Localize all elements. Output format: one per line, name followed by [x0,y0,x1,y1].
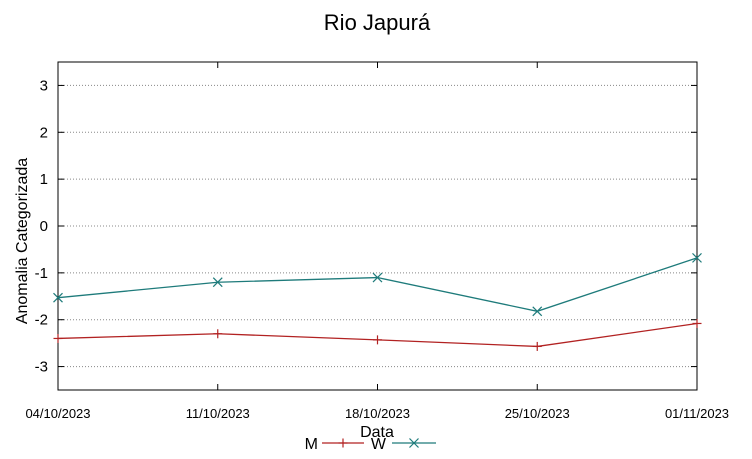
y-axis-ticks: 3 2 1 0 -1 -2 -3 [35,77,697,376]
y-tick-label: 2 [40,124,48,141]
y-tick-label: -2 [35,312,48,329]
series-line-W [57,257,698,312]
data-point-W [53,292,63,303]
x-tick-label: 11/10/2023 [186,406,250,421]
x-tick-label: 04/10/2023 [25,406,90,421]
legend-label-M: M [305,436,318,453]
data-point-M [692,318,702,328]
data-point-M [373,335,382,345]
x-axis-ticks: 04/10/2023 11/10/2023 18/10/2023 25/10/2023… [25,62,729,421]
data-point-M [213,329,223,339]
y-tick-label: -1 [35,265,48,282]
data-point-M [53,333,63,343]
y-tick-label: -3 [35,359,48,376]
y-tick-label: 3 [40,77,48,94]
chart-title: Rio Japurá [324,10,431,35]
legend-label-W: W [371,436,387,453]
data-point-W [692,252,702,263]
y-tick-label: 0 [40,218,48,235]
legend-marker-W [409,438,419,448]
y-tick-label: 1 [40,171,48,188]
x-tick-label: 25/10/2023 [505,406,570,421]
gridlines [58,84,697,368]
data-point-W [532,306,543,317]
legend-marker-M [338,438,348,448]
data-point-W [212,277,223,288]
x-axis-label: Data [360,424,394,441]
x-tick-label: 01/11/2023 [665,406,729,421]
plot-frame [57,61,698,391]
x-tick-label: 18/10/2023 [345,406,410,421]
data-point-W [372,272,383,283]
series-layer [53,252,702,351]
y-axis-label: Anomalia Categorizada [14,158,31,324]
data-point-M [532,341,542,351]
